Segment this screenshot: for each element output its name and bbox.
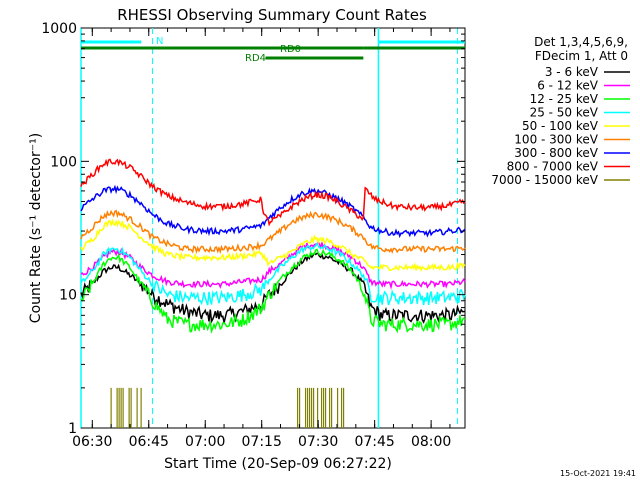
legend-label: 800 - 7000 keV [507, 160, 599, 174]
annotation-label: RD4 [245, 53, 266, 64]
series-line [80, 184, 466, 239]
x-tick-label: 07:15 [242, 434, 282, 450]
vertical-markers [80, 28, 458, 428]
annotation-label: RD0 [280, 44, 301, 55]
legend: Det 1,3,4,5,6,9,FDecim 1, Att 0 3 - 6 keV… [491, 35, 630, 187]
x-tick-label: 06:45 [129, 434, 169, 450]
plot-frame [80, 27, 466, 429]
x-tick-label: 06:30 [72, 434, 112, 450]
y-axis-label: Count Rate (s⁻¹ detector⁻¹) [28, 133, 44, 323]
legend-label: 6 - 12 keV [537, 79, 599, 93]
x-tick-label: 07:00 [185, 434, 225, 450]
chart-title: RHESSI Observing Summary Count Rates [117, 6, 427, 24]
legend-label: 12 - 25 keV [530, 92, 599, 106]
series-line [80, 209, 466, 255]
legend-label: 50 - 100 keV [522, 119, 599, 133]
footer-timestamp: 15-Oct-2021 19:41 [560, 469, 636, 478]
y-tick-label: 10 [59, 288, 77, 304]
legend-header: FDecim 1, Att 0 [535, 49, 628, 63]
x-axis-label: Start Time (20-Sep-09 06:27:22) [164, 456, 392, 472]
series-line [80, 158, 466, 227]
y-tick-label: 1 [68, 421, 77, 437]
axes: 06:30 06:45 07:00 07:15 07:30 07:45 08:00 1 10 10… [41, 21, 465, 450]
high-energy-bars [110, 387, 345, 428]
legend-header: Det 1,3,4,5,6,9, [534, 35, 628, 49]
series-line [80, 248, 466, 335]
legend-label: 7000 - 15000 keV [491, 173, 598, 187]
y-tick-label: 1000 [41, 21, 77, 37]
series-line [80, 217, 466, 273]
annotation-label: N [156, 36, 163, 47]
legend-label: 300 - 800 keV [514, 146, 598, 160]
legend-label: 100 - 300 keV [514, 133, 598, 147]
annotation-bars: N RD0 RD4 [81, 36, 465, 64]
x-tick-label: 08:00 [411, 434, 451, 450]
series-line [80, 239, 466, 290]
y-tick-label: 100 [50, 154, 77, 170]
legend-label: 25 - 50 keV [530, 106, 599, 120]
series-lines [80, 158, 466, 335]
x-tick-label: 07:30 [298, 434, 338, 450]
legend-label: 3 - 6 keV [545, 65, 599, 79]
series-line [80, 242, 466, 306]
x-tick-label: 07:45 [354, 434, 394, 450]
